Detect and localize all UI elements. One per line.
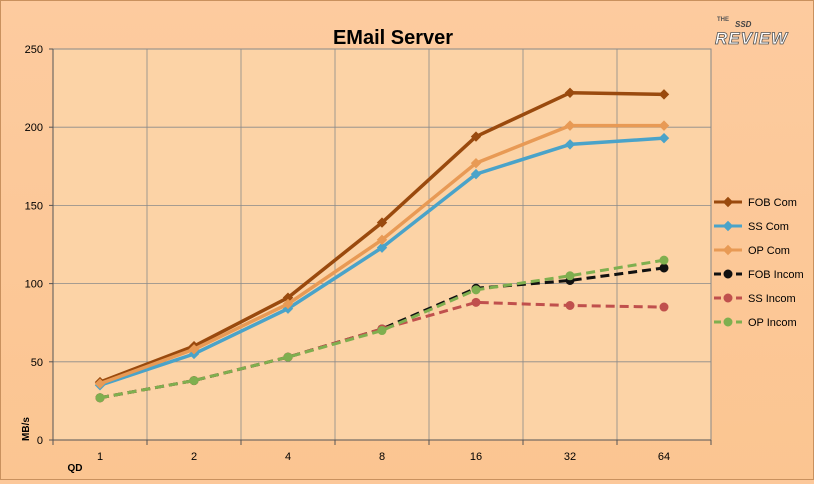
x-tick-label: 1 [97, 451, 103, 463]
legend-label-ss-com: SS Com [748, 221, 789, 233]
data-point-op-incom [471, 285, 481, 295]
data-point-fob-com [376, 217, 388, 228]
data-point-op-incom [283, 352, 293, 362]
legend: FOB Com SS Com OP Com FOB Incom SS Incom OP I… [714, 196, 804, 329]
series-op-incom [95, 255, 669, 403]
data-point-ss-incom [471, 297, 481, 307]
x-tick-label: 64 [658, 451, 670, 463]
data-point-fob-com [658, 89, 670, 100]
x-tick-label: 16 [470, 451, 482, 463]
legend-item-ss-incom: SS Incom [714, 293, 796, 305]
x-axis-label: QD [68, 463, 83, 474]
legend-item-op-com: OP Com [714, 244, 790, 257]
data-point-ss-com [658, 132, 670, 144]
y-tick-label: 100 [25, 279, 43, 291]
data-point-op-com [564, 120, 576, 131]
plot-area: 0 50 100 150 200 250 1 2 4 8 16 32 64 [25, 44, 712, 463]
data-point-ss-com [564, 139, 576, 150]
legend-item-ss-com: SS Com [714, 220, 789, 233]
logo-brand-text: REVIEW [715, 29, 789, 48]
legend-label-ss-incom: SS Incom [748, 293, 796, 305]
data-point-op-incom [189, 376, 199, 386]
data-point-op-com [376, 234, 388, 246]
x-tick-label: 4 [285, 451, 291, 463]
legend-marker-fob-incom [723, 269, 733, 279]
legend-marker-ss-incom [723, 293, 733, 303]
data-point-op-com [658, 120, 670, 131]
legend-label-fob-com: FOB Com [748, 197, 797, 209]
logo-small-text: THE [717, 17, 729, 23]
data-point-op-com [94, 378, 106, 389]
data-point-op-com [188, 344, 200, 355]
data-point-fob-com [470, 131, 482, 142]
x-tick-label: 2 [191, 451, 197, 463]
series-op-com [94, 120, 670, 389]
y-tick-label: 0 [37, 435, 43, 447]
data-point-ss-com [376, 242, 388, 253]
data-point-op-incom [377, 326, 387, 336]
legend-item-fob-com: FOB Com [714, 196, 797, 209]
data-point-fob-com [564, 87, 576, 98]
legend-label-fob-incom: FOB Incom [748, 269, 804, 281]
y-tick-label: 50 [31, 357, 43, 369]
data-point-op-com [470, 157, 482, 169]
legend-label-op-incom: OP Incom [748, 317, 797, 329]
data-point-op-incom [659, 255, 669, 265]
legend-marker-fob-com [722, 196, 734, 208]
legend-label-op-com: OP Com [748, 245, 790, 257]
data-point-ss-incom [565, 300, 575, 310]
data-point-ss-com [470, 168, 482, 180]
logo-mid-text: SSD [735, 20, 752, 29]
chart-title: EMail Server [333, 27, 453, 49]
x-tick-label: 32 [564, 451, 576, 463]
y-tick-label: 250 [25, 44, 43, 56]
data-point-fob-incom [659, 263, 669, 273]
legend-marker-op-incom [723, 317, 733, 327]
data-point-ss-incom [659, 302, 669, 312]
data-point-op-incom [565, 271, 575, 281]
site-logo: THE SSD REVIEW [715, 17, 789, 48]
y-tick-label: 200 [25, 122, 43, 134]
y-tick-label: 150 [25, 200, 43, 212]
x-tick-label: 8 [379, 451, 385, 463]
y-axis-label: MB/s [21, 417, 32, 441]
legend-item-fob-incom: FOB Incom [714, 269, 804, 281]
data-point-op-com [282, 298, 294, 310]
legend-marker-op-com [722, 244, 734, 256]
legend-marker-ss-com [722, 220, 734, 232]
data-point-op-incom [95, 393, 105, 403]
legend-item-op-incom: OP Incom [714, 317, 797, 329]
